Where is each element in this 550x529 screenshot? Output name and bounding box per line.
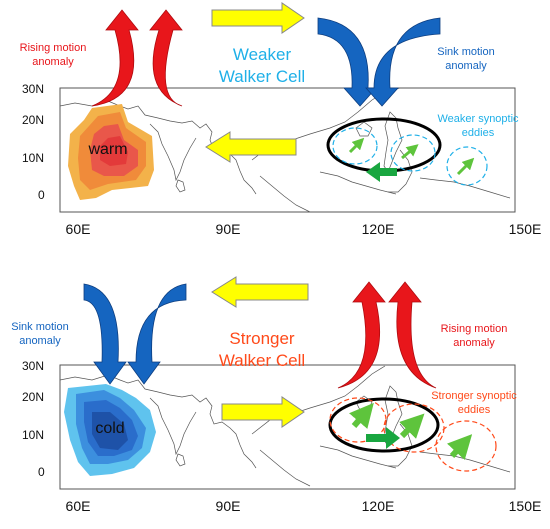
walker-cell-title-line2-top: Walker Cell — [219, 67, 305, 86]
eddy-arrow-1-bottom — [349, 402, 374, 429]
lat-label-10n-bottom: 10N — [22, 428, 44, 442]
lon-label-90e-bottom: 90E — [216, 498, 241, 514]
lat-label-20n-top: 20N — [22, 113, 44, 127]
lon-label-60e-bottom: 60E — [66, 498, 91, 514]
eddy-ellipse-2-top — [390, 134, 436, 172]
lon-label-150e-top: 150E — [509, 221, 542, 237]
upper-flow-arrow-bottom — [211, 276, 309, 308]
low-level-flow-arrow-top — [366, 162, 397, 182]
eddy-arrow-2-top — [401, 144, 419, 160]
upper-flow-arrow-top — [211, 2, 305, 34]
bottom-sst-cold-anomaly — [64, 384, 156, 476]
sink-label-line2-top: anomaly — [445, 60, 487, 72]
eddy-ellipse-3-bottom — [435, 420, 497, 472]
lat-label-20n-bottom: 20N — [22, 390, 44, 404]
sinking-arrow-right-top — [365, 17, 441, 107]
lon-label-120e-bottom: 120E — [362, 498, 395, 514]
walker-cell-title-line1-bottom: Stronger — [229, 329, 295, 348]
lon-label-150e-bottom: 150E — [509, 498, 542, 514]
rising-arrow-right-bottom — [388, 281, 437, 389]
sst-label-bottom: cold — [95, 420, 124, 437]
rising-arrow-right-top — [149, 9, 183, 107]
bottom-panel: cold 30N 20N 10N 0 60E 90E 120E 150E Str… — [11, 276, 542, 514]
eddy-arrow-1-top — [348, 137, 365, 154]
lat-label-30n-bottom: 30N — [22, 359, 44, 373]
lower-flow-arrow-bottom — [221, 396, 305, 428]
eddy-ellipse-1-bottom — [329, 397, 387, 443]
eddy-arrow-3-top — [456, 157, 475, 176]
eddies-label-line1-top: Weaker synoptic — [437, 113, 519, 125]
sink-label-line1-bottom: Sink motion — [11, 321, 68, 333]
eddies-label-line2-bottom: eddies — [458, 404, 491, 416]
rising-arrow-left-bottom — [337, 281, 386, 389]
top-panel: warm 30N 20N 10N 0 60E 90E 120E 150E Wea… — [20, 2, 542, 237]
sst-label-top: warm — [87, 141, 127, 158]
rising-label-line2-bottom: anomaly — [453, 337, 495, 349]
eddy-ellipse-1-top — [332, 127, 378, 165]
lat-label-30n-top: 30N — [22, 82, 44, 96]
sinking-arrow-right-bottom — [127, 283, 187, 385]
low-level-flow-arrow-bottom — [366, 427, 400, 449]
lower-flow-arrow-top — [205, 131, 297, 163]
sink-label-line1-top: Sink motion — [437, 46, 494, 58]
lon-label-90e-top: 90E — [216, 221, 241, 237]
eddies-label-line1-bottom: Stronger synoptic — [431, 390, 517, 402]
rising-arrow-left-top — [91, 9, 139, 107]
top-sst-warm-anomaly — [68, 104, 154, 200]
eddies-label-line2-top: eddies — [462, 127, 495, 139]
eddy-arrow-2-bottom — [399, 413, 425, 439]
rising-label-line1-top: Rising motion — [20, 42, 87, 54]
focus-region-ellipse-bottom — [328, 397, 440, 453]
sinking-arrow-left-top — [317, 17, 377, 107]
eddy-ellipse-2-bottom — [383, 403, 445, 453]
lat-label-0-bottom: 0 — [38, 465, 45, 479]
lon-label-60e-top: 60E — [66, 221, 91, 237]
lat-label-0-top: 0 — [38, 188, 45, 202]
lon-label-120e-top: 120E — [362, 221, 395, 237]
sink-label-line2-bottom: anomaly — [19, 335, 61, 347]
eddy-ellipse-3-top — [446, 146, 488, 186]
sinking-arrow-left-bottom — [83, 283, 127, 385]
eddy-arrow-3-bottom — [447, 434, 473, 460]
lat-label-10n-top: 10N — [22, 151, 44, 165]
walker-cell-title-line2-bottom: Walker Cell — [219, 351, 305, 370]
rising-label-line2-top: anomaly — [32, 56, 74, 68]
rising-label-line1-bottom: Rising motion — [441, 323, 508, 335]
walker-cell-title-line1-top: Weaker — [233, 45, 292, 64]
